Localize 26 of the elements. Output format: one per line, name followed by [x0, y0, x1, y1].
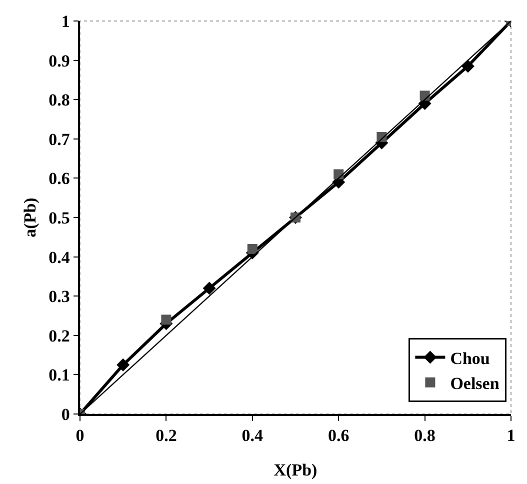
legend-label: Oelsen	[450, 374, 500, 393]
legend-label: Chou	[450, 348, 490, 368]
y-tick-label: 0.3	[48, 287, 70, 306]
x-tick-label: 0.2	[156, 426, 177, 446]
x-tick-label: 0.4	[242, 426, 264, 446]
x-tick-label: 1	[506, 426, 516, 446]
y-tick-label: 0.5	[48, 208, 70, 228]
point	[461, 60, 474, 73]
y-tick-label: 1	[61, 12, 70, 31]
point	[247, 244, 258, 254]
y-tick-label: 0.1	[48, 366, 70, 385]
y-tick-label: 0.4	[48, 248, 70, 267]
x-tick-label: 0.8	[414, 426, 436, 446]
y-axis-title: a(Pb)	[20, 198, 40, 238]
x-tick-label: 0.6	[328, 426, 350, 446]
x-tick-label: 0	[76, 426, 84, 446]
point	[202, 282, 216, 295]
point	[161, 314, 172, 325]
y-tick-label: 0	[61, 404, 70, 424]
y-tick-label: 0.8	[48, 90, 70, 110]
y-tick-label: 0.2	[48, 326, 70, 346]
y-tick-label: 0.6	[48, 169, 70, 188]
y-tick-label: 0.7	[48, 130, 70, 149]
point	[116, 358, 130, 372]
x-axis-title: X(Pb)	[274, 460, 318, 480]
y-tick-label: 0.9	[48, 51, 70, 70]
